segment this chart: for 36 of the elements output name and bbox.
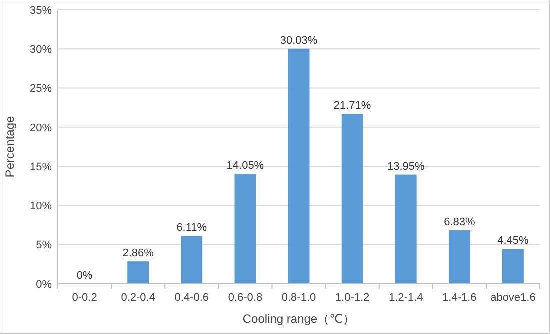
y-tick-label: 15% xyxy=(30,161,52,174)
bar xyxy=(395,174,417,284)
data-label: 21.71% xyxy=(334,100,372,112)
y-tick-label: 0% xyxy=(36,278,52,291)
x-axis-title: Cooling range（℃） xyxy=(242,312,356,326)
data-label: 13.95% xyxy=(387,160,425,173)
x-tick-label: 0-0.2 xyxy=(72,292,98,304)
data-label: 2.86% xyxy=(122,248,154,260)
x-tick-label: 0.4-0.6 xyxy=(174,292,210,304)
y-tick-label: 10% xyxy=(30,200,52,213)
y-tick-label: 30% xyxy=(30,44,52,56)
y-tick-label: 5% xyxy=(36,240,52,252)
x-tick-label: 1.4-1.6 xyxy=(442,292,477,304)
data-label: 6.11% xyxy=(176,222,208,234)
bar xyxy=(234,174,256,284)
x-tick-label: above1.6 xyxy=(490,292,536,304)
data-label: 6.83% xyxy=(444,216,476,229)
x-tick-label: 0.8-1.0 xyxy=(282,292,316,304)
x-tick-label: 0.6-0.8 xyxy=(228,292,263,304)
bar xyxy=(448,230,470,284)
bar xyxy=(288,48,310,284)
bar xyxy=(502,249,524,284)
y-tick-label: 25% xyxy=(30,83,52,96)
data-label: 14.05% xyxy=(226,160,264,172)
x-tick-label: 1.2-1.4 xyxy=(388,292,424,304)
data-label: 30.03% xyxy=(280,34,318,47)
bar xyxy=(342,114,364,284)
y-tick-label: 20% xyxy=(30,122,52,134)
y-axis-title: Percentage xyxy=(3,116,17,178)
data-label: 4.45% xyxy=(498,235,530,248)
bar xyxy=(181,236,203,284)
y-tick-label: 35% xyxy=(30,4,52,17)
bar xyxy=(128,262,150,284)
x-tick-label: 0.2-0.4 xyxy=(121,292,156,304)
data-label: 0% xyxy=(76,270,93,282)
x-tick-label: 1.0-1.2 xyxy=(335,292,370,304)
